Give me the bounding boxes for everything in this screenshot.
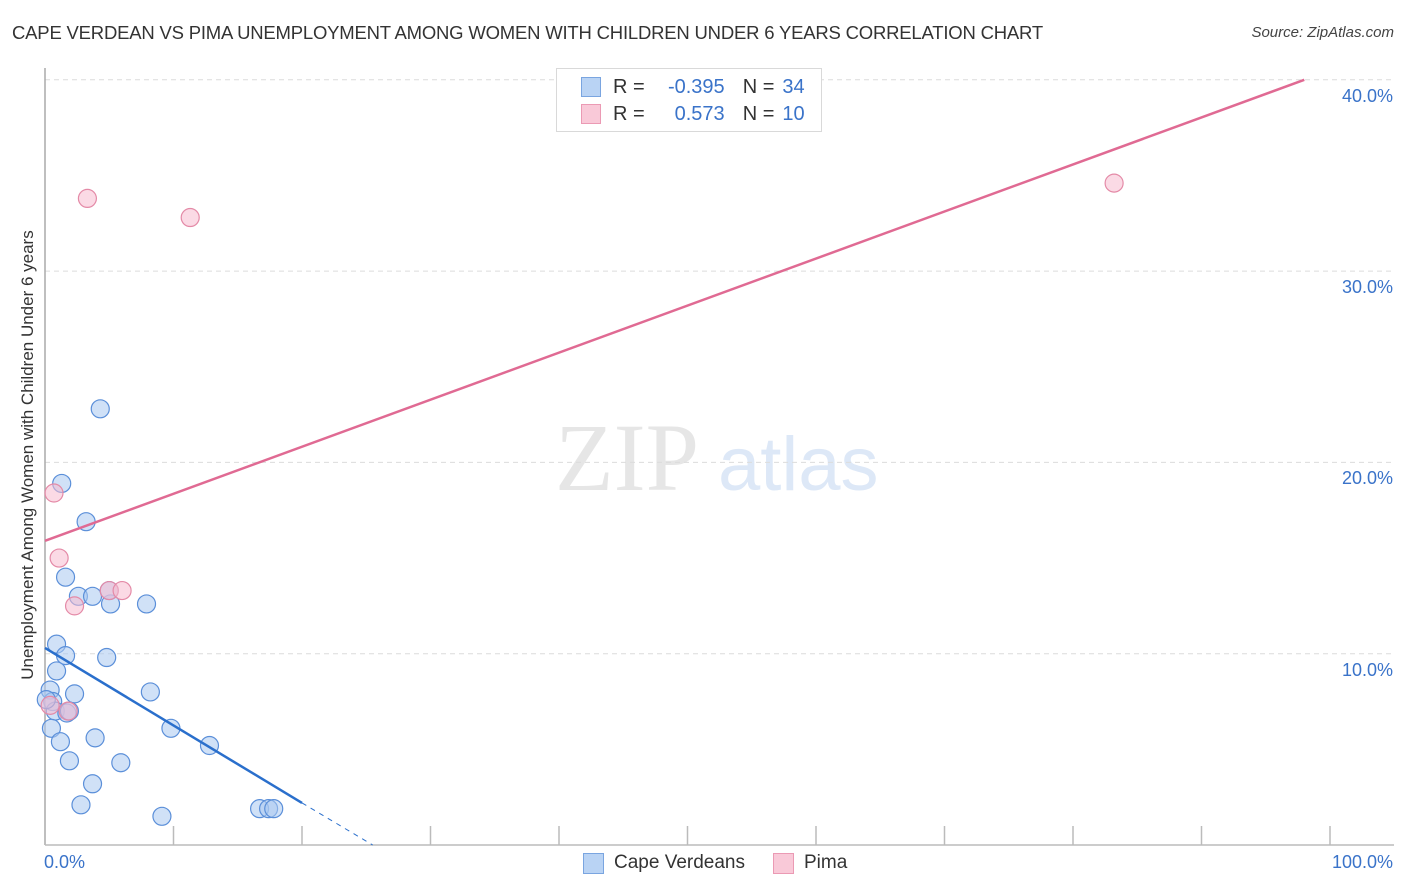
data-point xyxy=(64,596,85,616)
trendlines xyxy=(44,78,1305,846)
source-label: Source: ZipAtlas.com xyxy=(1251,24,1394,41)
data-point xyxy=(111,753,131,773)
data-point xyxy=(1104,173,1124,193)
r-label: R = xyxy=(613,75,645,98)
n-value: 10 xyxy=(782,102,805,125)
pima-trendline xyxy=(44,78,1305,543)
data-point xyxy=(90,399,110,419)
data-point xyxy=(40,695,60,715)
data-point xyxy=(64,684,85,704)
data-point xyxy=(85,728,105,748)
n-label: N = xyxy=(742,102,775,125)
watermark: ZIP atlas xyxy=(555,404,879,511)
correlation-legend: R = -0.395 N = 34 R = 0.573 N = 10 xyxy=(556,68,822,132)
y-axis-label: Unemployment Among Women with Children U… xyxy=(18,230,37,680)
data-point xyxy=(82,774,103,794)
cape-verdeans-trendline-extension xyxy=(301,802,373,846)
svg-text:atlas: atlas xyxy=(718,422,879,507)
y-tick-30: 30.0% xyxy=(1341,277,1393,297)
data-point xyxy=(77,188,98,209)
data-point xyxy=(41,718,62,738)
data-point xyxy=(59,751,80,771)
data-point xyxy=(55,567,76,587)
data-point xyxy=(136,594,157,614)
data-point xyxy=(58,701,78,721)
y-tick-20: 20.0% xyxy=(1341,468,1393,488)
data-point xyxy=(49,548,69,568)
legend-label: Pima xyxy=(804,852,848,873)
legend-item-pima[interactable]: Pima xyxy=(773,852,847,874)
pima-swatch xyxy=(773,852,794,874)
data-point xyxy=(264,799,284,819)
cape-verdeans-swatch xyxy=(583,852,604,874)
x-tick-max: 100.0% xyxy=(1331,852,1393,872)
x-tick-min: 0.0% xyxy=(44,852,86,872)
legend-label: Cape Verdeans xyxy=(614,852,745,873)
data-point xyxy=(97,647,117,668)
pima-swatch xyxy=(581,104,601,124)
data-point xyxy=(152,806,172,826)
data-point xyxy=(46,661,67,681)
cape-verdeans-trendline xyxy=(44,646,303,804)
data-point xyxy=(112,580,132,601)
data-point xyxy=(140,682,160,702)
data-point xyxy=(71,795,91,815)
n-label: N = xyxy=(742,75,775,98)
y-tick-10: 10.0% xyxy=(1341,660,1393,680)
gridlines xyxy=(45,79,1394,655)
series-legend: Cape Verdeans Pima xyxy=(583,852,875,874)
cape-verdeans-swatch xyxy=(581,77,601,97)
data-point xyxy=(82,586,103,606)
data-point xyxy=(44,483,64,503)
data-point xyxy=(180,207,200,228)
x-ticks xyxy=(172,826,1331,845)
r-value: 0.573 xyxy=(674,102,725,125)
r-value: -0.395 xyxy=(667,75,725,98)
legend-row-pima: R = 0.573 N = 10 xyxy=(581,101,805,127)
y-tick-40: 40.0% xyxy=(1341,86,1393,106)
legend-item-cape-verdeans[interactable]: Cape Verdeans xyxy=(583,852,745,874)
svg-text:ZIP: ZIP xyxy=(555,404,699,511)
data-point xyxy=(50,732,71,752)
n-value: 34 xyxy=(782,75,805,98)
r-label: R = xyxy=(613,102,645,125)
pima-points xyxy=(40,173,1124,721)
chart-title: CAPE VERDEAN VS PIMA UNEMPLOYMENT AMONG … xyxy=(12,22,1043,43)
legend-row-cape-verdeans: R = -0.395 N = 34 xyxy=(581,74,805,100)
